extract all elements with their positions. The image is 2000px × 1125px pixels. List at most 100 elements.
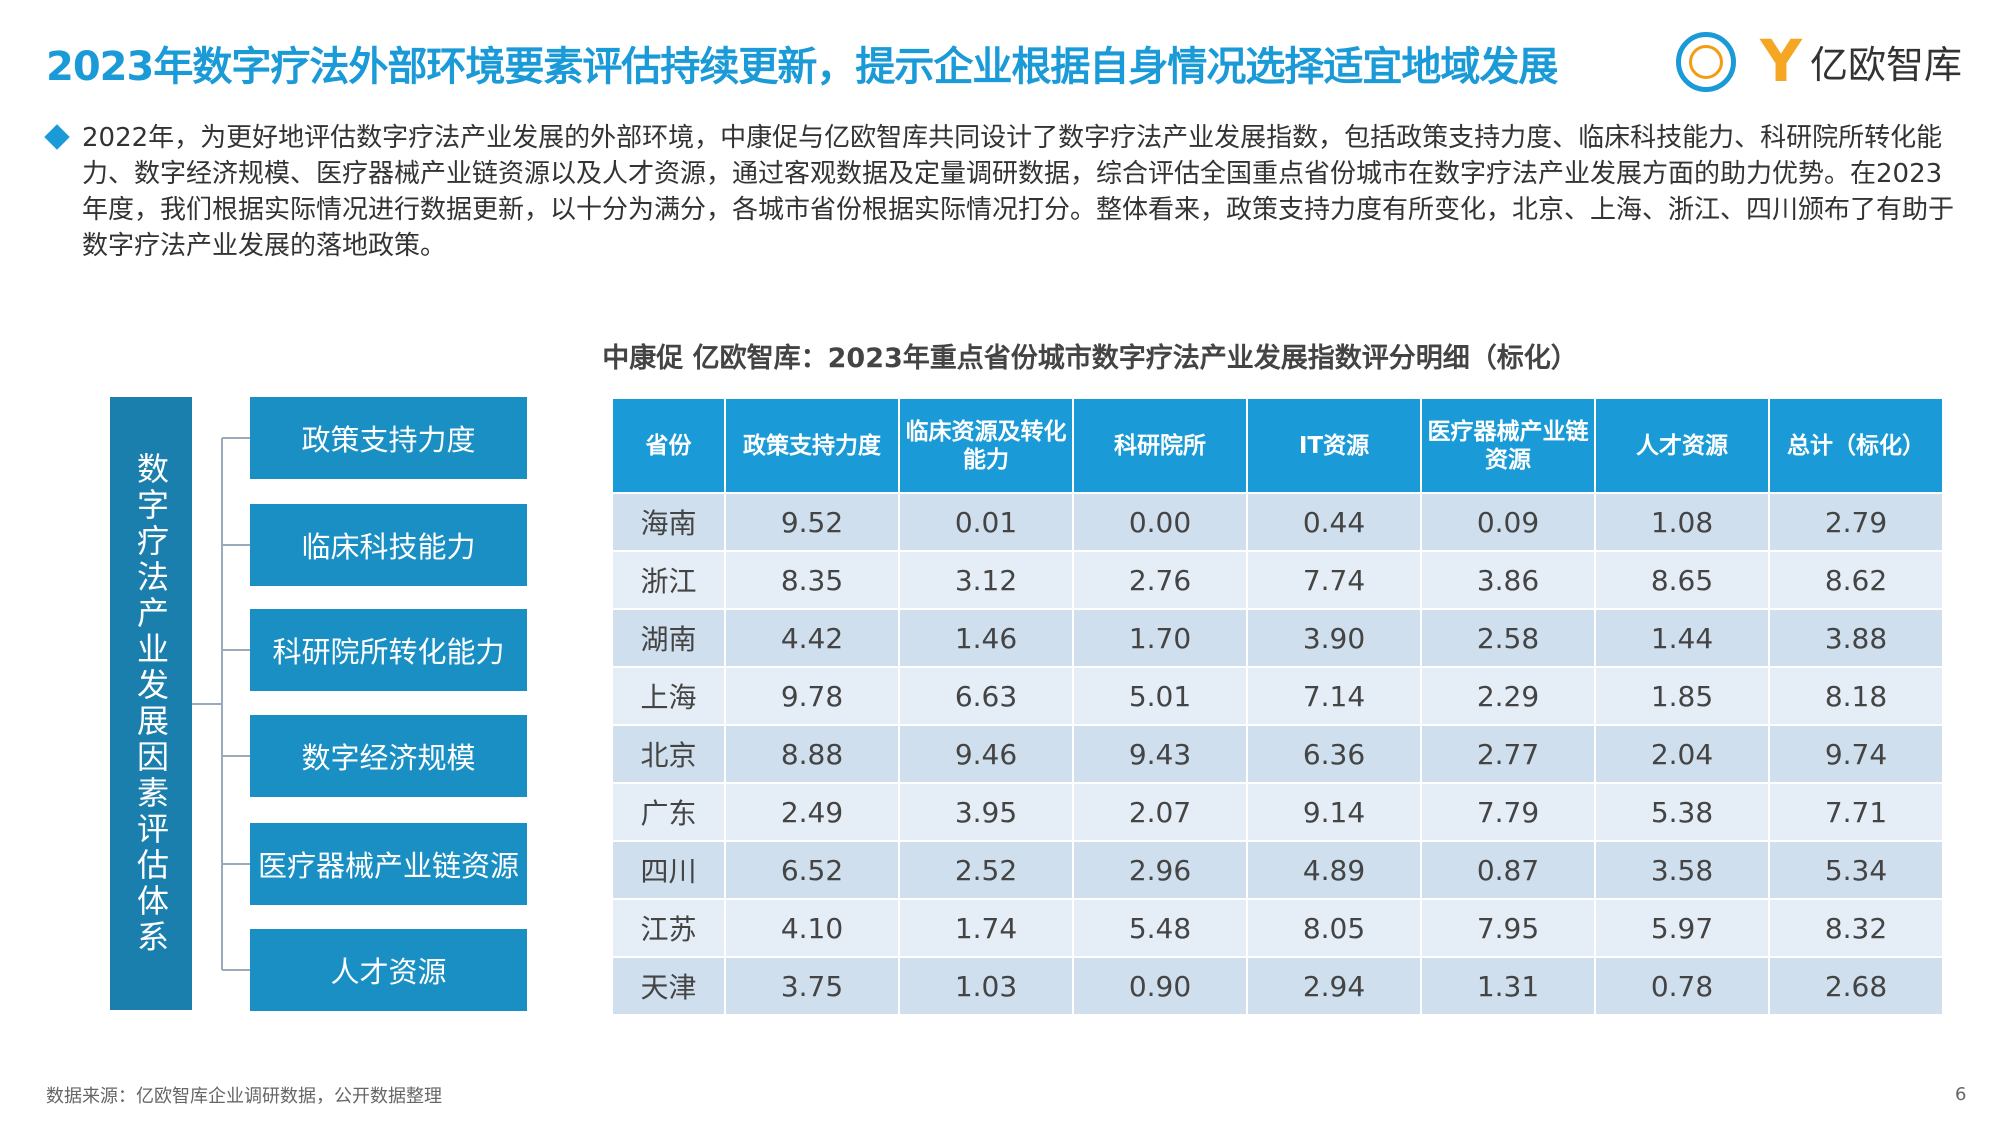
score-cell: 1.31 [1422,958,1594,1014]
score-cell: 1.44 [1596,610,1768,666]
score-cell: 0.78 [1596,958,1768,1014]
score-cell: 8.05 [1248,900,1420,956]
connector-line [222,969,250,971]
score-cell: 3.58 [1596,842,1768,898]
table-row: 浙江 8.35 3.12 2.76 7.74 3.86 8.65 8.62 [613,552,1942,608]
table-row: 广东 2.49 3.95 2.07 9.14 7.79 5.38 7.71 [613,784,1942,840]
score-cell: 0.90 [1074,958,1246,1014]
score-table: 省份 政策支持力度 临床资源及转化能力 科研院所 IT资源 医疗器械产业链资源 人才资源 总计… [611,397,1944,1016]
connector-line [192,703,222,705]
source-note: 数据来源：亿欧智库企业调研数据，公开数据整理 [46,1086,442,1107]
score-cell: 2.04 [1596,726,1768,782]
column-header: 政策支持力度 [726,399,898,492]
diamond-bullet-icon [44,124,70,150]
score-cell: 7.71 [1770,784,1942,840]
factor-box: 临床科技能力 [250,504,527,586]
score-cell: 3.95 [900,784,1072,840]
column-header: IT资源 [1248,399,1420,492]
score-cell: 2.96 [1074,842,1246,898]
score-cell: 7.14 [1248,668,1420,724]
province-cell: 湖南 [613,610,724,666]
score-cell: 1.03 [900,958,1072,1014]
province-cell: 海南 [613,494,724,550]
intro-paragraph: 2022年，为更好地评估数字疗法产业发展的外部环境，中康促与亿欧智库共同设计了数… [82,123,1955,261]
score-cell: 9.74 [1770,726,1942,782]
zhongkangcu-logo-icon [1676,32,1736,92]
column-header: 科研院所 [1074,399,1246,492]
score-cell: 0.44 [1248,494,1420,550]
score-cell: 3.90 [1248,610,1420,666]
score-cell: 2.49 [726,784,898,840]
column-header: 总计（标化） [1770,399,1942,492]
province-cell: 广东 [613,784,724,840]
score-cell: 3.88 [1770,610,1942,666]
province-cell: 天津 [613,958,724,1014]
table-row: 天津 3.75 1.03 0.90 2.94 1.31 0.78 2.68 [613,958,1942,1014]
table-row: 海南 9.52 0.01 0.00 0.44 0.09 1.08 2.79 [613,494,1942,550]
score-cell: 3.86 [1422,552,1594,608]
score-cell: 6.36 [1248,726,1420,782]
score-cell: 0.87 [1422,842,1594,898]
score-cell: 8.18 [1770,668,1942,724]
connector-line [221,438,223,970]
score-cell: 9.14 [1248,784,1420,840]
column-header: 省份 [613,399,724,492]
score-cell: 5.48 [1074,900,1246,956]
factor-box: 政策支持力度 [250,397,527,479]
table-row: 北京 8.88 9.46 9.43 6.36 2.77 2.04 9.74 [613,726,1942,782]
connector-line [222,755,250,757]
page-title: 2023年数字疗法外部环境要素评估持续更新，提示企业根据自身情况选择适宜地域发展 [46,44,1558,90]
score-cell: 2.79 [1770,494,1942,550]
table-title: 中康促 亿欧智库：2023年重点省份城市数字疗法产业发展指数评分明细（标化） [602,343,1578,374]
page-number: 6 [1955,1084,1967,1105]
connector-line [222,649,250,651]
score-cell: 0.01 [900,494,1072,550]
score-cell: 1.85 [1596,668,1768,724]
table-row: 四川 6.52 2.52 2.96 4.89 0.87 3.58 5.34 [613,842,1942,898]
y-logo-icon: Y [1760,27,1802,95]
score-cell: 0.00 [1074,494,1246,550]
score-cell: 5.01 [1074,668,1246,724]
province-cell: 浙江 [613,552,724,608]
score-cell: 2.68 [1770,958,1942,1014]
score-cell: 6.63 [900,668,1072,724]
score-cell: 4.42 [726,610,898,666]
score-cell: 1.08 [1596,494,1768,550]
score-cell: 2.77 [1422,726,1594,782]
score-cell: 9.52 [726,494,898,550]
connector-line [222,863,250,865]
score-cell: 2.29 [1422,668,1594,724]
column-header: 医疗器械产业链资源 [1422,399,1594,492]
score-cell: 1.46 [900,610,1072,666]
diagram-root: 数字疗法产业发展因素评估体系 [110,397,192,1010]
score-cell: 4.10 [726,900,898,956]
logo-text: 亿欧智库 [1810,42,1963,87]
factor-box: 科研院所转化能力 [250,609,527,691]
score-cell: 9.78 [726,668,898,724]
score-cell: 5.97 [1596,900,1768,956]
score-cell: 8.88 [726,726,898,782]
score-cell: 8.35 [726,552,898,608]
factor-box: 医疗器械产业链资源 [250,823,527,905]
score-cell: 2.94 [1248,958,1420,1014]
iyiou-logo: Y 亿欧智库 [1760,32,1962,90]
score-cell: 8.65 [1596,552,1768,608]
score-cell: 2.76 [1074,552,1246,608]
score-cell: 7.79 [1422,784,1594,840]
column-header: 人才资源 [1596,399,1768,492]
table-row: 上海 9.78 6.63 5.01 7.14 2.29 1.85 8.18 [613,668,1942,724]
table-row: 湖南 4.42 1.46 1.70 3.90 2.58 1.44 3.88 [613,610,1942,666]
connector-line [222,437,250,439]
factor-box: 人才资源 [250,929,527,1011]
factor-box: 数字经济规模 [250,715,527,797]
score-cell: 9.46 [900,726,1072,782]
province-cell: 江苏 [613,900,724,956]
score-cell: 3.75 [726,958,898,1014]
province-cell: 四川 [613,842,724,898]
score-cell: 0.09 [1422,494,1594,550]
score-cell: 4.89 [1248,842,1420,898]
score-cell: 8.62 [1770,552,1942,608]
score-cell: 3.12 [900,552,1072,608]
score-cell: 1.70 [1074,610,1246,666]
province-cell: 上海 [613,668,724,724]
